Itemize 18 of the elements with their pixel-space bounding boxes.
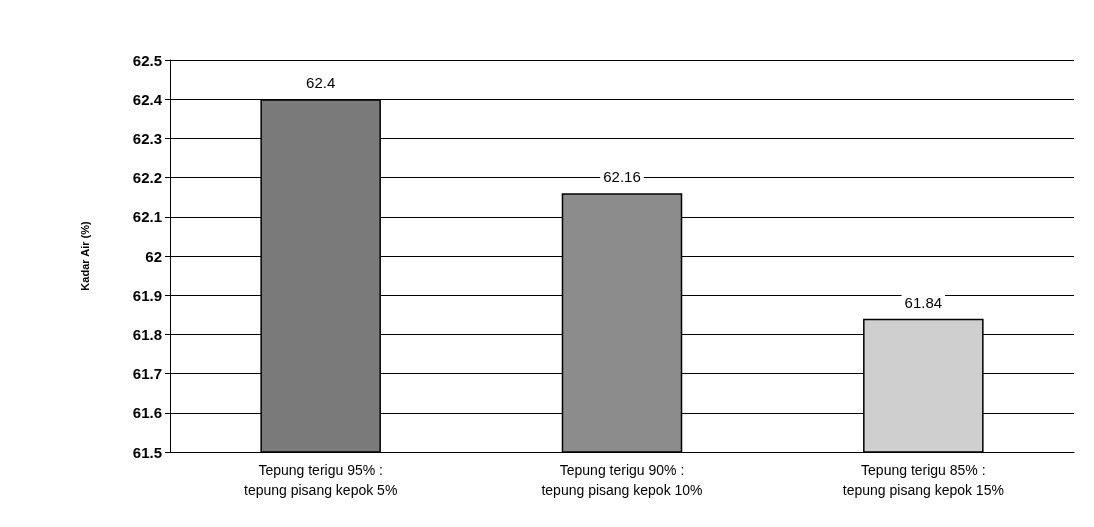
y-tick-label: 62.1 (132, 208, 162, 226)
y-tick-label: 61.8 (132, 325, 162, 343)
y-tick-label: 61.9 (132, 286, 162, 304)
x-tick-label: Tepung terigu 90% : tepung pisang kepok 10% (541, 462, 703, 498)
y-tick-label: 61.5 (132, 443, 162, 461)
y-tick-label: 62.5 (132, 51, 162, 69)
y-tick-label: 61.7 (132, 365, 162, 383)
data-label: 62.4 (306, 74, 336, 92)
x-tick-label: Tepung terigu 95% : tepung pisang kepok 5% (243, 462, 398, 498)
data-label: 62.16 (603, 168, 641, 186)
y-tick-label: 62.4 (132, 90, 163, 108)
y-tick-label: 62 (145, 247, 162, 265)
y-tick-label: 61.6 (132, 404, 162, 422)
data-label: 61.84 (904, 293, 943, 311)
x-tick-label: Tepung terigu 85% : tepung pisang kepok 15% (842, 462, 1004, 498)
y-tick-label: 62.3 (132, 129, 162, 147)
y-tick-label: 62.2 (132, 169, 162, 187)
y-axis-title: Kadar Air (%) (78, 221, 91, 291)
